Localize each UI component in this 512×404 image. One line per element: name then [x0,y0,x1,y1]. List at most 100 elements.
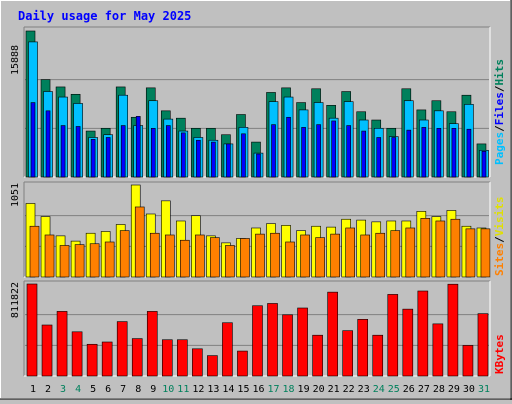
pages-bar [316,124,321,178]
sites-bar [285,241,295,278]
pages-bar [331,120,336,178]
visits-sites-panel [23,181,491,278]
kbytes-bar [327,291,338,377]
hits-files-pages-panel [23,26,491,178]
sites-bar [240,238,250,278]
sites-bar [225,245,235,278]
kbytes-bar [86,343,98,377]
sites-bar [330,233,340,278]
sites-bar [375,232,386,278]
day-label: 21 [328,384,340,395]
sites-bar [164,234,175,278]
svg-text:Pages/Files/Hits: Pages/Files/Hits [493,59,506,165]
kbytes-bar [462,345,474,377]
pages-bar [361,130,367,178]
legend-kbytes-group: KBytes [493,334,506,374]
legend-sep-1: / [493,125,506,132]
kbytes-bar [101,341,113,377]
sites-bar [149,232,160,278]
day-label: 29 [448,384,460,395]
pages-bar [90,139,96,178]
day-label: 15 [237,384,249,395]
sites-bar [405,227,416,278]
day-label: 23 [358,384,370,395]
legend-hits-files-pages: Pages/Files/Hits [493,59,506,165]
pages-bar [135,116,141,178]
day-label: 12 [192,384,204,395]
day-label: 17 [267,384,279,395]
pages-bar [45,110,51,178]
day-label: 16 [252,384,264,395]
kbytes-bar [342,330,353,377]
day-label: 19 [298,384,310,395]
sites-bar [450,218,461,278]
pages-bar [451,127,457,178]
sites-bar [104,241,115,278]
sites-bar [435,220,446,278]
sites-bar [480,228,491,278]
pages-bar [241,133,246,178]
legend-sep-2: / [493,85,506,92]
kbytes-bar [312,334,323,377]
kbytes-bar [26,283,38,377]
day-label: 13 [207,384,219,395]
pages-bar [301,127,306,178]
pages-bar [60,125,66,178]
hits-ymax-label: 15888 [10,45,21,75]
pages-bar [286,116,291,178]
pages-bar [421,127,427,178]
day-label: 27 [418,384,430,395]
kbytes-bar [237,350,248,377]
kbytes-bar [387,294,399,377]
pages-bar [181,132,186,178]
kbytes-bar [131,338,143,377]
svg-text:Sites/Visits: Sites/Visits [493,197,506,277]
kbytes-bar [146,311,158,377]
kbytes-bar [222,322,233,377]
day-label: 22 [343,384,355,395]
pages-bar [105,137,111,178]
kbytes-bar [161,339,173,377]
sites-bar [134,206,145,278]
kbytes-bar [357,319,369,377]
day-label: 28 [433,384,445,395]
kbytes-bar [402,308,414,377]
sites-bar [345,227,355,278]
pages-bar [406,129,412,178]
pages-bar [211,141,216,178]
pages-bar [481,150,487,178]
sites-bar [59,245,70,278]
legend-kbytes: KBytes [493,334,506,374]
day-label: 31 [478,384,490,395]
day-label: 6 [105,384,111,395]
pages-bar [346,125,351,178]
kbytes-bar [71,331,83,377]
kbytes-bar [56,311,68,377]
day-label: 20 [313,384,325,395]
kbytes-bar [432,323,444,377]
kbytes-bar [116,321,128,377]
kbytes-bar [372,334,384,377]
chart-title: Daily usage for May 2025 [18,9,191,23]
legend-sep-3: / [493,236,506,243]
sites-bar [420,218,431,278]
pages-bar [376,137,382,178]
sites-bar [89,243,100,278]
day-label: 30 [463,384,475,395]
pages-bar [436,127,442,178]
pages-bar [271,124,276,178]
sites-bar [74,244,85,278]
day-label: 1 [30,384,36,395]
day-axis: 1 2 3 4 5 6 7 8 9 10 11 12 13 14 15 16 17 18 19 20 21 22 23 24 2… [30,384,490,395]
sites-bar [465,228,476,278]
day-label: 7 [120,384,126,395]
day-label: 3 [60,384,66,395]
pages-bar [75,126,81,178]
kbytes-bar [252,305,263,377]
sites-bar [29,225,40,278]
kbytes-bar [417,290,429,377]
day-label: 2 [45,384,51,395]
day-label: 11 [177,384,189,395]
kbytes-bar [447,283,459,377]
